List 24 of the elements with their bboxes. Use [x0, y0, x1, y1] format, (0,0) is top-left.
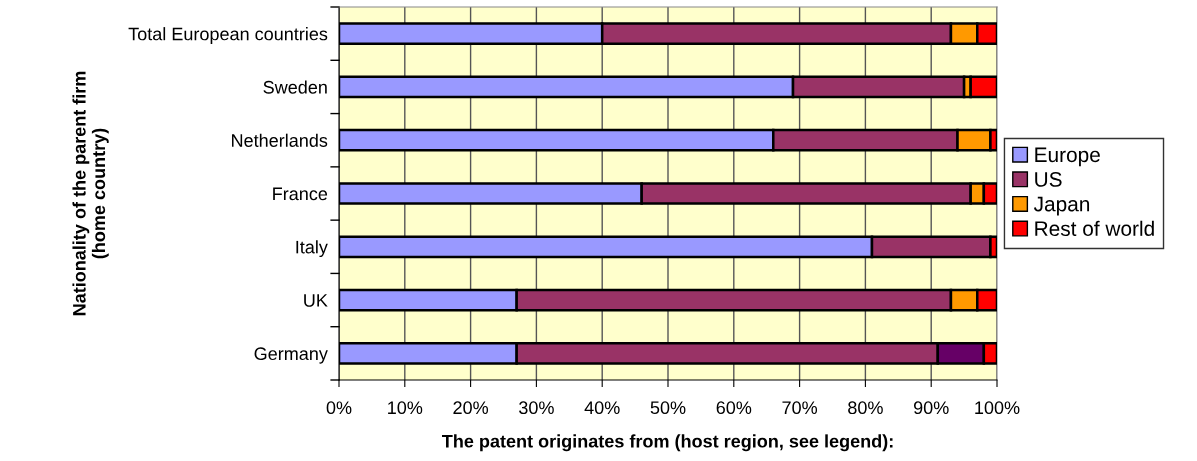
y-tick-label: Italy	[296, 240, 328, 258]
y-axis-title: Nationality of the parent firm (home country)	[72, 71, 109, 316]
x-axis-title: The patent originates from (host region, see legend):	[442, 434, 893, 452]
legend-label: US	[1035, 172, 1062, 187]
y-tick-label: Netherlands	[232, 133, 328, 147]
x-tick-label: 50%	[650, 401, 686, 415]
x-tick-label: 30%	[519, 401, 554, 415]
y-tick-label: Germany	[254, 347, 328, 364]
x-tick-label: 10%	[388, 401, 423, 415]
y-tick-label: France	[273, 187, 328, 201]
legend-label: Europe	[1035, 147, 1100, 167]
x-tick-label: 60%	[716, 401, 752, 415]
x-tick-label: 80%	[848, 401, 883, 415]
x-tick-label: 90%	[913, 401, 949, 415]
legend-label: Japan	[1033, 196, 1090, 216]
x-tick-label: 70%	[782, 401, 818, 415]
x-tick-label: 0%	[326, 401, 352, 415]
y-tick-label: Total European countries	[128, 27, 328, 44]
x-tick-label: 20%	[453, 401, 489, 415]
x-tick-label: 100%	[975, 401, 1020, 415]
y-tick-label: UK	[304, 294, 328, 307]
legend-label: Rest of world	[1035, 220, 1154, 237]
x-tick-label: 40%	[584, 401, 620, 415]
y-tick-label: Sweden	[263, 80, 327, 94]
